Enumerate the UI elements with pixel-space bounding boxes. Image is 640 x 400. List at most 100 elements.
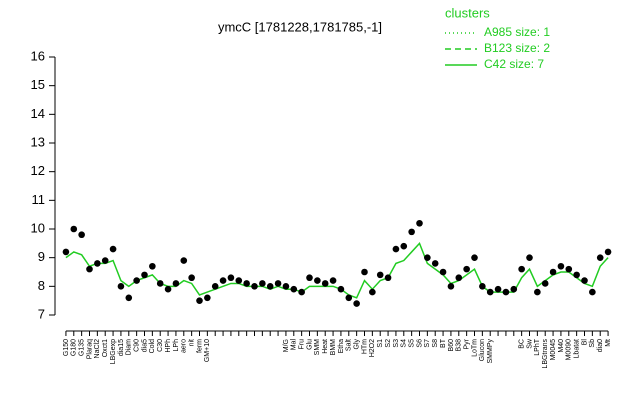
x-tick-label: Heat (322, 339, 329, 354)
y-tick-label: 14 (31, 106, 45, 121)
x-tick-label: LPh (173, 339, 180, 352)
x-tick-label: M0045 (550, 339, 557, 361)
data-point (486, 288, 494, 296)
x-tick-label: SMM (314, 339, 321, 356)
y-tick-label: 15 (31, 77, 45, 92)
x-tick-label: Sb (589, 339, 596, 348)
data-point (298, 288, 305, 296)
x-tick-label: G180 (71, 339, 78, 356)
x-tick-label: LBGtrans (542, 339, 549, 369)
data-point (392, 245, 400, 253)
x-tick-label: M/G (283, 339, 290, 352)
data-point (227, 274, 235, 282)
data-point (259, 280, 266, 287)
y-tick-label: 8 (38, 278, 45, 293)
x-tick-label: dia15 (118, 339, 125, 356)
x-tick-label: S1 (377, 339, 384, 348)
data-point (282, 283, 290, 290)
x-tick-label: Sw (526, 338, 533, 349)
x-tick-label: ferm (196, 339, 203, 353)
x-tick-label: Lbatat (573, 339, 580, 359)
legend-label: A985 size: 1 (484, 25, 550, 39)
x-tick-label: S3 (393, 339, 400, 348)
legend-title: clusters (445, 5, 490, 20)
data-point (219, 277, 227, 284)
data-point (557, 262, 565, 270)
data-point (424, 254, 431, 261)
data-point (164, 285, 172, 293)
data-point (86, 265, 93, 273)
data-point (306, 274, 313, 282)
data-point (573, 271, 580, 279)
data-point (345, 294, 353, 302)
x-tick-label: Gly (353, 339, 360, 350)
data-point (196, 297, 203, 304)
x-tick-label: HPh (165, 339, 172, 353)
data-point (604, 248, 612, 256)
data-point (408, 228, 415, 236)
x-tick-label: LoTm (471, 339, 478, 357)
x-tick-label: dia5 (141, 339, 148, 352)
x-tick-label: S6 (416, 339, 423, 348)
data-point (589, 288, 596, 296)
x-tick-label: S7 (424, 339, 431, 348)
x-tick-label: Diam (126, 339, 133, 356)
legend-label: C42 size: 7 (484, 57, 544, 71)
x-tick-label: S4 (401, 339, 408, 348)
x-tick-label: Glu (306, 339, 313, 350)
data-point (94, 260, 101, 267)
data-point (596, 254, 604, 261)
data-point (471, 254, 478, 261)
y-tick-label: 7 (38, 306, 45, 321)
data-point (290, 285, 298, 293)
x-tick-label: Cold (149, 339, 156, 354)
data-point (369, 288, 376, 296)
x-tick-label: Bl (581, 339, 588, 346)
x-tick-label: B38 (456, 339, 463, 352)
x-tick-label: M0090 (566, 339, 573, 361)
data-point (329, 277, 337, 284)
data-point (431, 260, 439, 267)
data-point (211, 283, 219, 290)
data-point (109, 245, 117, 253)
data-point (156, 280, 164, 287)
x-tick-label: Glucon (479, 339, 486, 361)
data-point (78, 231, 85, 239)
x-tick-label: Salt (346, 339, 353, 351)
x-tick-label: NaCl2 (94, 339, 101, 359)
x-tick-label: Pyr (463, 338, 470, 349)
x-tick-label: C90 (133, 339, 140, 352)
cluster-line (65, 241, 609, 299)
data-point (479, 283, 486, 290)
data-point (266, 283, 274, 290)
data-point (188, 274, 195, 282)
data-point (149, 262, 156, 270)
x-tick-label: Mal (291, 339, 298, 351)
data-point (534, 288, 541, 296)
data-point (274, 280, 282, 287)
x-tick-label: Mt (605, 339, 612, 347)
data-point (141, 271, 148, 279)
x-tick-label: nit (188, 339, 195, 346)
x-tick-label: G135 (78, 339, 85, 356)
data-point (204, 294, 211, 302)
data-point (314, 277, 321, 284)
x-tick-label: BC (518, 339, 525, 349)
data-point (62, 248, 70, 256)
x-tick-label: M40 (558, 339, 565, 353)
x-tick-label: S5 (408, 339, 415, 348)
x-tick-label: GM+10 (204, 339, 211, 362)
y-tick-label: 16 (31, 48, 45, 63)
data-point (494, 285, 502, 293)
data-point (510, 285, 518, 293)
x-tick-label: S2 (385, 339, 392, 348)
x-tick-label: SMMPy (487, 339, 494, 364)
data-point (541, 280, 549, 287)
data-point (180, 257, 188, 264)
data-point (502, 288, 510, 296)
data-point (117, 283, 125, 290)
x-tick-label: S8 (432, 339, 439, 348)
y-tick-label: 12 (31, 163, 45, 178)
data-point (70, 225, 78, 233)
